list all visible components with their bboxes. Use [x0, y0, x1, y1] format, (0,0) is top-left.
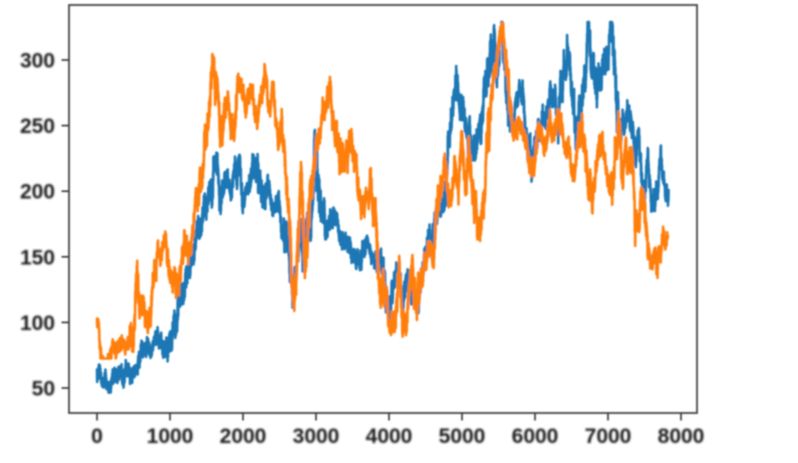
svg-text:6000: 6000: [512, 425, 559, 448]
svg-text:1000: 1000: [147, 425, 194, 448]
svg-text:100: 100: [20, 312, 55, 335]
svg-text:5000: 5000: [439, 425, 486, 448]
svg-text:300: 300: [20, 50, 55, 73]
svg-text:3000: 3000: [293, 425, 340, 448]
svg-text:7000: 7000: [585, 425, 632, 448]
svg-text:0: 0: [91, 425, 103, 448]
svg-text:250: 250: [20, 115, 55, 138]
svg-text:200: 200: [20, 181, 55, 204]
svg-text:8000: 8000: [658, 425, 705, 448]
svg-text:2000: 2000: [220, 425, 267, 448]
svg-text:4000: 4000: [366, 425, 413, 448]
svg-text:150: 150: [20, 246, 55, 269]
svg-text:50: 50: [32, 378, 55, 401]
